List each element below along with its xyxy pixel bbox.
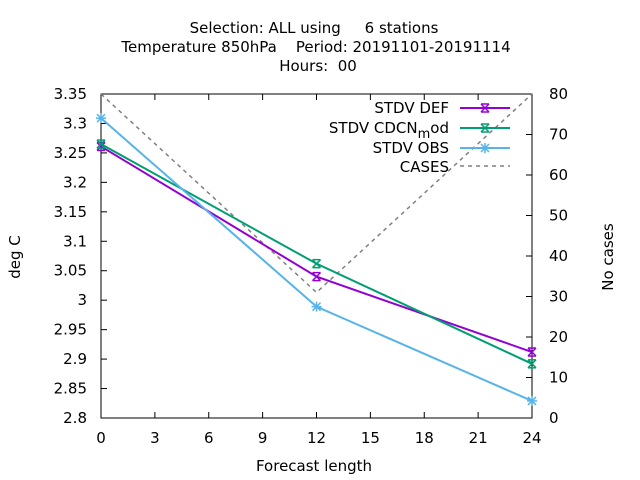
x-tick-label: 0 [96, 429, 106, 447]
y-tick-label: 3.15 [54, 203, 87, 221]
x-tick-label: 6 [204, 429, 214, 447]
axis-tick-labels: 0 3 6 9 12 15 18 21 24 2.8 2.85 2.9 2.95 3 3.05 3.1 3.15… [54, 85, 569, 447]
y2-tick-label: 70 [549, 126, 568, 144]
legend-marker [480, 103, 490, 113]
y-tick-label: 3.35 [54, 85, 87, 103]
chart-title: Selection: ALL using 6 stations Temperat… [120, 19, 510, 75]
y2-tick-label: 80 [549, 85, 568, 103]
y-tick-label: 3.25 [54, 144, 87, 162]
series-line-cases [100, 93, 533, 294]
y2-tick-label: 20 [549, 328, 568, 346]
x-tick-label: 15 [361, 429, 380, 447]
chart-title-line-1: Selection: ALL using 6 stations [190, 19, 439, 37]
x-tick-label: 21 [469, 429, 488, 447]
legend-label-stdv-cdcn-tail: od [430, 119, 449, 137]
data-point-stdv-obs [96, 113, 106, 124]
y-tick-label: 3.3 [63, 114, 87, 132]
legend-label-stdv-cdcn-sub: m [418, 127, 431, 142]
y-tick-label: 3 [77, 291, 87, 309]
legend-sample-stdv-def [460, 103, 510, 113]
legend-marker [480, 143, 490, 153]
data-point-stdv-obs [311, 301, 322, 312]
legend-label-cases: CASES [400, 158, 449, 176]
y2-tick-label: 10 [549, 369, 568, 387]
series-line-stdv-def [100, 145, 533, 353]
data-point-stdv-def [311, 271, 322, 282]
y2-tick-label: 40 [549, 247, 568, 265]
x-tick-label: 3 [150, 429, 160, 447]
y-tick-label: 3.05 [54, 262, 87, 280]
y2-tick-label: 0 [549, 409, 559, 427]
legend-sample-stdv-obs [460, 143, 510, 153]
data-point-stdv-def [527, 347, 537, 357]
y-tick-label: 2.95 [54, 321, 87, 339]
y-tick-label: 2.85 [54, 380, 87, 398]
x-tick-label: 24 [522, 429, 541, 447]
legend-entry-stdv-cdcn-mod: STDV CDCNmod [329, 119, 510, 142]
y-axis-label: deg C [6, 235, 24, 279]
data-point-stdv-cdcn-mod [527, 359, 537, 369]
legend-marker [480, 123, 490, 133]
data-point-stdv-obs [527, 395, 537, 406]
axis-ticks [100, 93, 533, 419]
y2-tick-label: 50 [549, 207, 568, 225]
legend-entry-cases: CASES [400, 158, 510, 176]
y-tick-label: 3.2 [63, 173, 87, 191]
y-tick-label: 3.1 [63, 232, 87, 250]
y2-tick-label: 60 [549, 166, 568, 184]
legend-label-stdv-obs: STDV OBS [373, 139, 449, 157]
series-line-stdv-cdcn-mod [100, 143, 533, 365]
legend-label-stdv-cdcn-mod: STDV CDCNmod [329, 119, 449, 142]
legend-entry-stdv-obs: STDV OBS [373, 139, 510, 157]
y-tick-label: 2.9 [63, 350, 87, 368]
legend: STDV DEF STDV CDCNmod STDV OBS CASES [329, 99, 510, 176]
data-point-stdv-cdcn-mod [311, 258, 322, 269]
legend-label-stdv-cdcn-main: STDV CDCN [329, 119, 418, 137]
x-tick-label: 9 [258, 429, 268, 447]
series-layer [96, 93, 537, 406]
chart-title-line-3: Hours: 00 [279, 57, 357, 75]
legend-entry-stdv-def: STDV DEF [374, 99, 510, 117]
y-tick-label: 2.8 [63, 409, 87, 427]
y2-tick-label: 30 [549, 288, 568, 306]
data-point-stdv-cdcn-mod [96, 139, 106, 149]
x-axis-label: Forecast length [256, 457, 372, 475]
legend-sample-stdv-cdcn-mod [460, 123, 510, 133]
data-point-stdv-def [96, 141, 106, 152]
legend-label-stdv-def: STDV DEF [374, 99, 449, 117]
y2-axis-label: No cases [599, 223, 617, 291]
plot-frame [100, 93, 533, 419]
x-tick-label: 12 [307, 429, 326, 447]
x-tick-label: 18 [415, 429, 434, 447]
chart-title-line-2: Temperature 850hPa Period: 20191101-2019… [120, 38, 510, 56]
